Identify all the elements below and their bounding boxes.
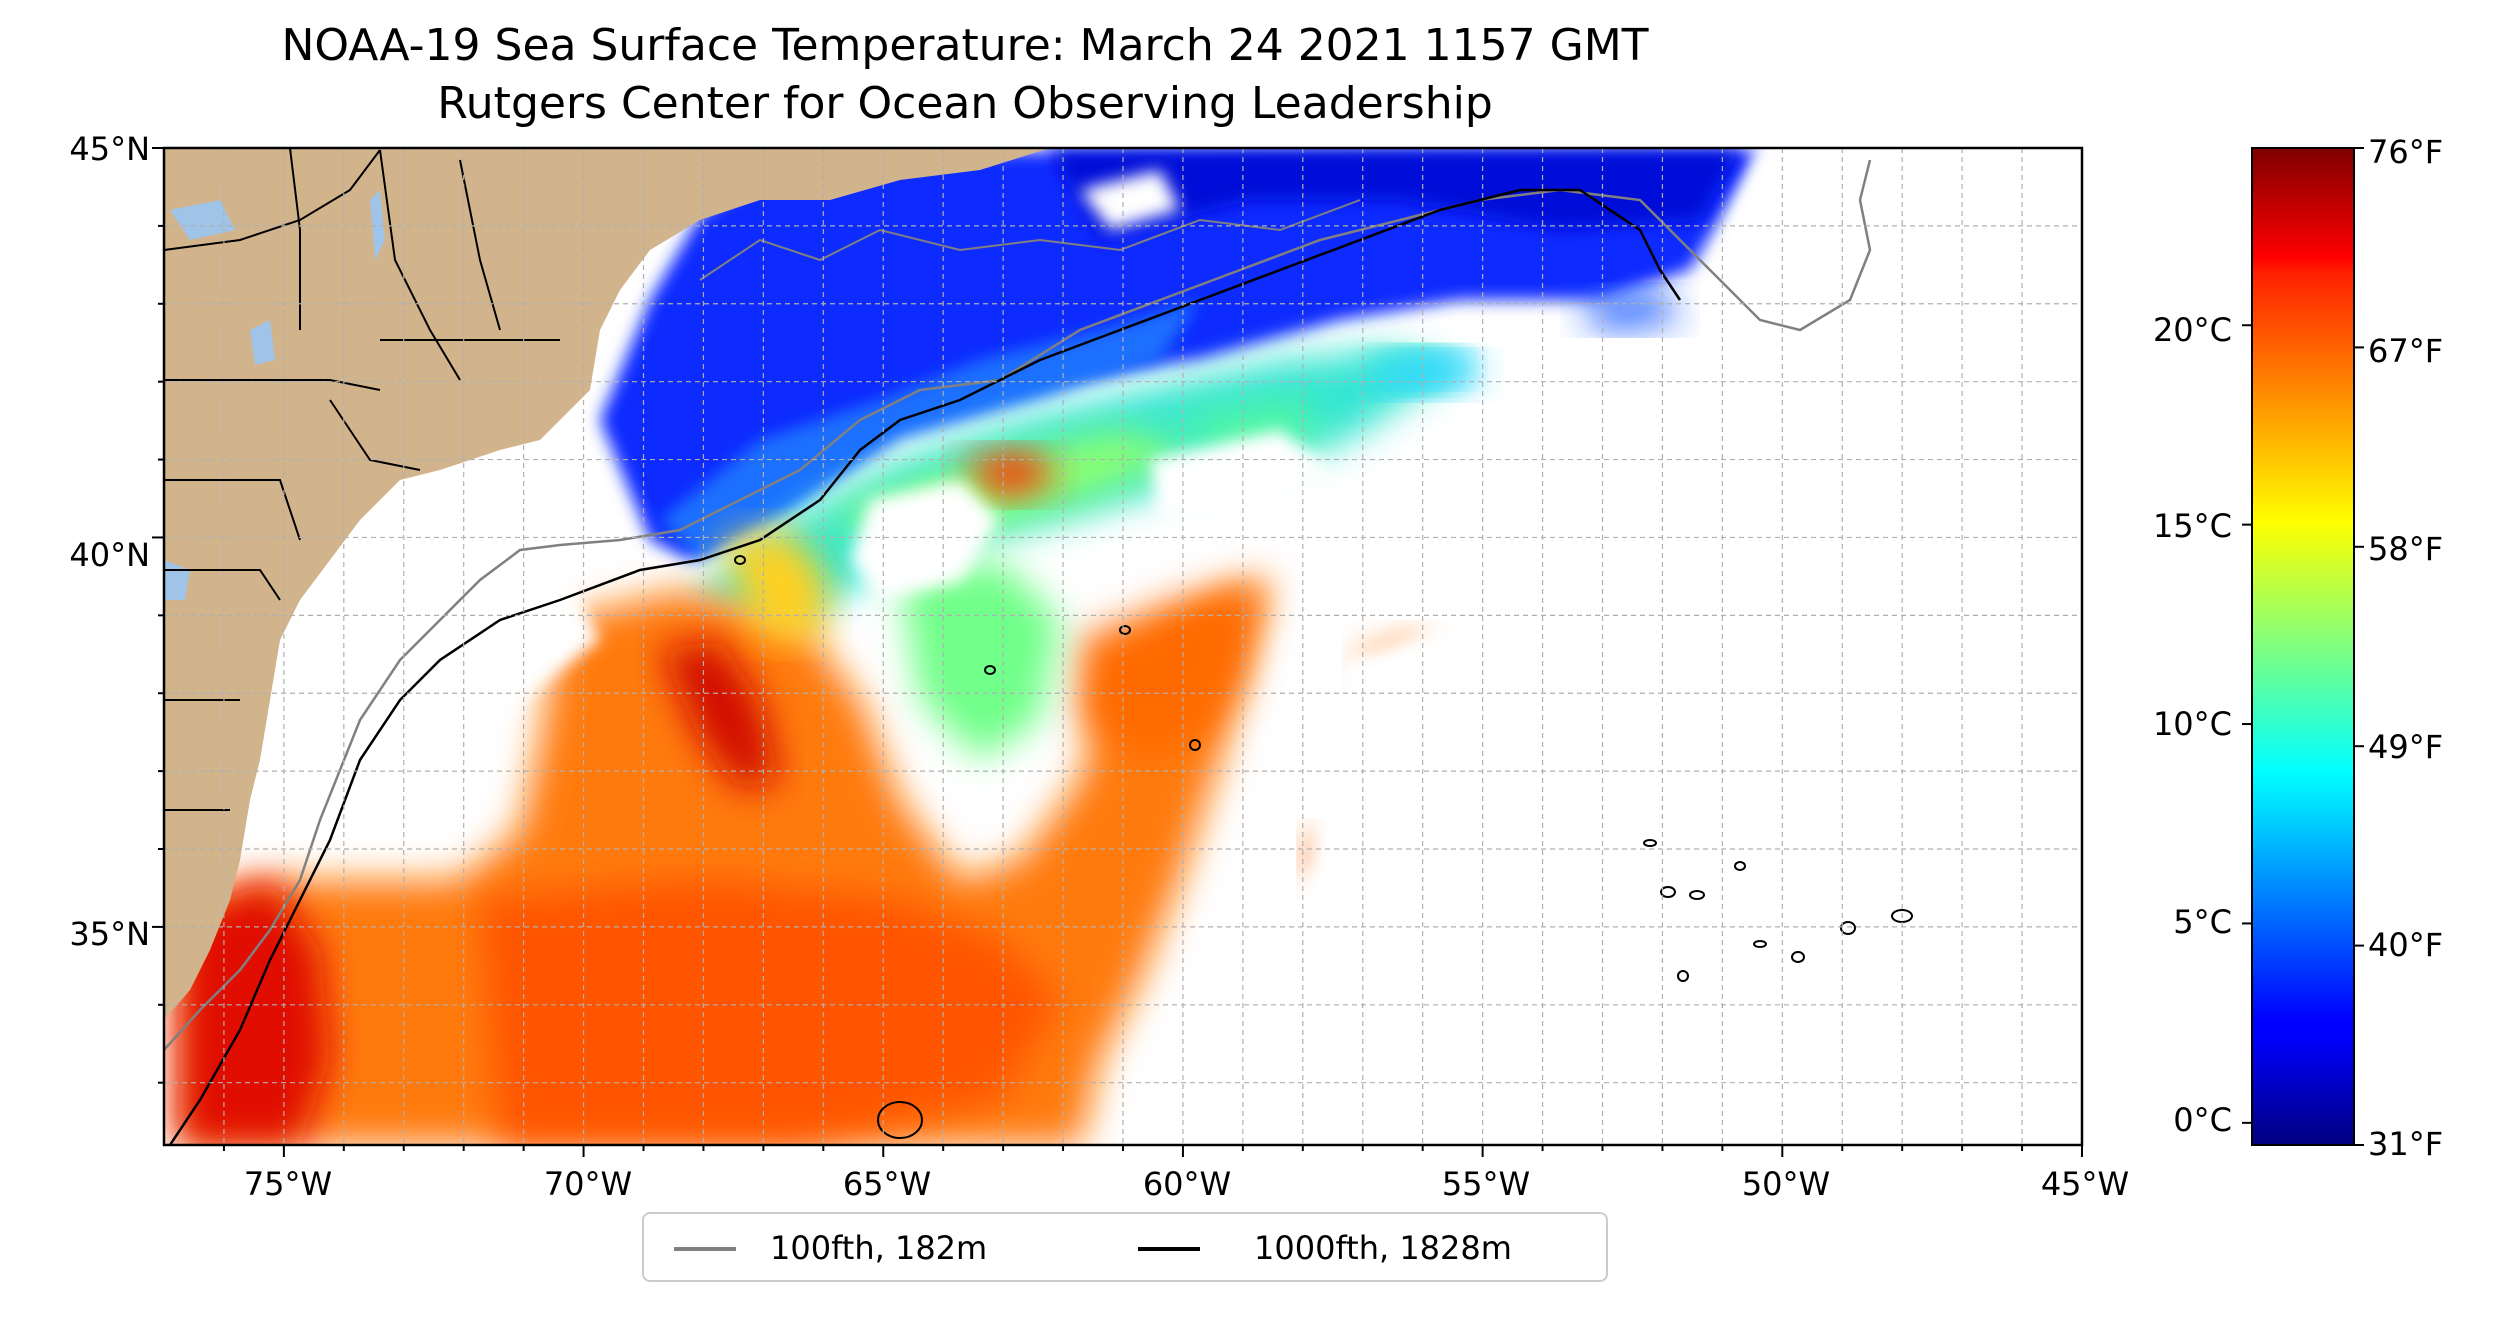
colorbar-ticks	[2242, 147, 2364, 1146]
contour-1000fth	[168, 188, 1682, 1145]
sst-field	[180, 150, 2082, 1145]
colorbar	[2252, 148, 2354, 1145]
legend-label-1000fth: 1000fth, 1828m	[1254, 1229, 1512, 1267]
land	[164, 148, 1050, 1020]
lat-tick-label: 45°N	[69, 130, 150, 168]
legend-swatch-100fth	[674, 1247, 736, 1251]
contour-100fth-inner	[699, 199, 1361, 281]
colorbar-celsius-label: 10°C	[2152, 705, 2232, 743]
chart-title: NOAA-19 Sea Surface Temperature: March 2…	[281, 20, 1649, 71]
colorbar-fahrenheit-label: 58°F	[2368, 530, 2444, 568]
legend-swatch-1000fth	[1138, 1247, 1200, 1251]
lat-tick-label: 40°N	[69, 536, 150, 574]
legend: 100fth, 182m 1000fth, 1828m	[642, 1212, 1608, 1282]
colorbar-celsius-label: 20°C	[2152, 311, 2232, 349]
lon-tick-label: 45°W	[2040, 1165, 2130, 1203]
colorbar-fahrenheit-label: 49°F	[2368, 728, 2444, 766]
contour-100fth	[164, 159, 1872, 1051]
colorbar-celsius-label: 0°C	[2173, 1101, 2232, 1139]
lon-tick-label: 65°W	[842, 1165, 932, 1203]
lon-tick-label: 75°W	[243, 1165, 333, 1203]
colorbar-celsius-label: 15°C	[2152, 507, 2232, 545]
colorbar-fahrenheit-label: 67°F	[2368, 332, 2444, 370]
colorbar-fahrenheit-label: 76°F	[2368, 133, 2444, 171]
lon-tick-label: 60°W	[1142, 1165, 1232, 1203]
legend-label-100fth: 100fth, 182m	[770, 1229, 988, 1267]
lat-tick-label: 35°N	[69, 915, 150, 953]
lon-tick-label: 55°W	[1441, 1165, 1531, 1203]
colorbar-celsius-label: 5°C	[2173, 903, 2232, 941]
colorbar-fahrenheit-label: 31°F	[2368, 1125, 2444, 1163]
axis-ticks	[152, 147, 2083, 1157]
lon-tick-label: 50°W	[1741, 1165, 1831, 1203]
lakes	[164, 190, 385, 600]
colorbar-fahrenheit-label: 40°F	[2368, 926, 2444, 964]
lon-tick-label: 70°W	[543, 1165, 633, 1203]
chart-subtitle: Rutgers Center for Ocean Observing Leade…	[437, 78, 1493, 129]
gridlines	[164, 148, 2082, 1145]
